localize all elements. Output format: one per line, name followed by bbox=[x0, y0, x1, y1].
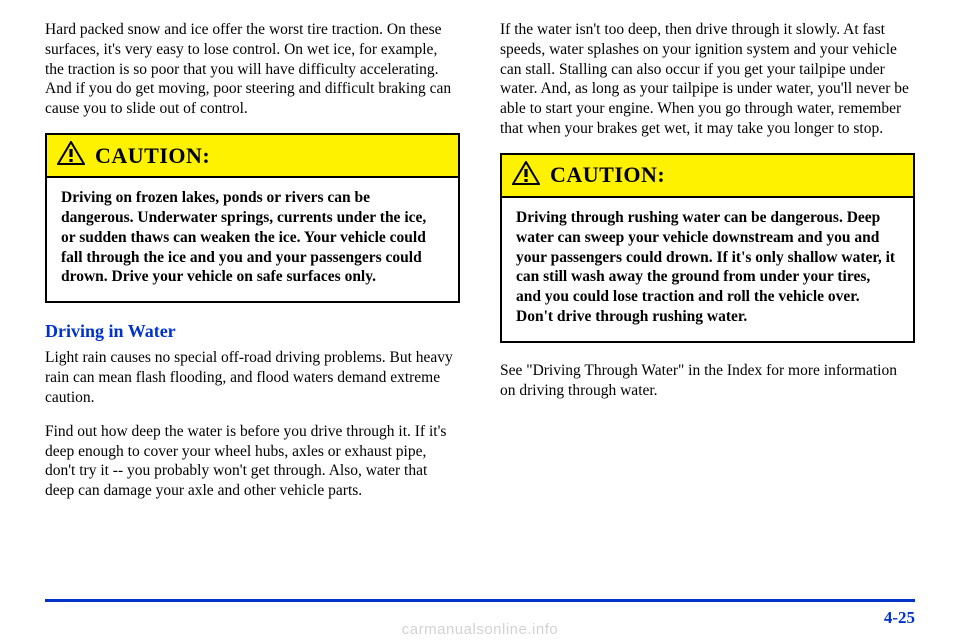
body-paragraph: Find out how deep the water is before yo… bbox=[45, 422, 460, 501]
body-paragraph: Light rain causes no special off-road dr… bbox=[45, 348, 460, 407]
body-paragraph: See "Driving Through Water" in the Index… bbox=[500, 361, 915, 401]
footer-rule bbox=[45, 599, 915, 602]
watermark-text: carmanualsonline.info bbox=[0, 621, 960, 638]
caution-box: CAUTION: Driving on frozen lakes, ponds … bbox=[45, 133, 460, 303]
body-paragraph: Hard packed snow and ice offer the worst… bbox=[45, 20, 460, 119]
left-column: Hard packed snow and ice offer the worst… bbox=[45, 20, 460, 515]
warning-triangle-icon bbox=[512, 161, 540, 190]
caution-box: CAUTION: Driving through rushing water c… bbox=[500, 153, 915, 343]
caution-body-text: Driving on frozen lakes, ponds or rivers… bbox=[47, 178, 458, 301]
caution-label: CAUTION: bbox=[550, 162, 665, 188]
caution-body-text: Driving through rushing water can be dan… bbox=[502, 198, 913, 341]
page-container: Hard packed snow and ice offer the worst… bbox=[0, 0, 960, 515]
caution-label: CAUTION: bbox=[95, 143, 210, 169]
caution-header: CAUTION: bbox=[47, 135, 458, 178]
right-column: If the water isn't too deep, then drive … bbox=[500, 20, 915, 515]
section-heading: Driving in Water bbox=[45, 321, 460, 342]
warning-triangle-icon bbox=[57, 141, 85, 170]
caution-header: CAUTION: bbox=[502, 155, 913, 198]
body-paragraph: If the water isn't too deep, then drive … bbox=[500, 20, 915, 139]
